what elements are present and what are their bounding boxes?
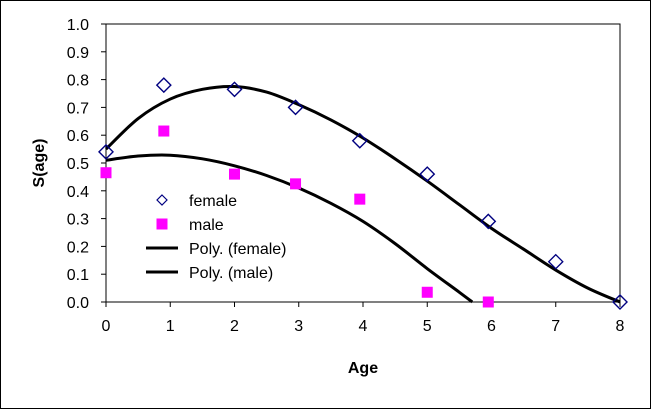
x-tick-label: 6	[487, 318, 496, 335]
legend-label: Poly. (male)	[189, 265, 273, 282]
x-tick-label: 5	[423, 318, 432, 335]
legend-label: Poly. (female)	[189, 241, 287, 258]
legend-label: male	[189, 217, 224, 234]
male-point	[354, 193, 366, 205]
x-tick-label: 8	[616, 318, 625, 335]
y-tick-label: 1.0	[67, 17, 89, 34]
x-axis-ticks: 0 1 2 3 4 5 6 7 8	[102, 302, 625, 335]
y-tick-label: 0.0	[67, 295, 89, 312]
female-point	[419, 166, 436, 183]
y-tick-label: 0.6	[67, 128, 89, 145]
x-tick-label: 2	[230, 318, 239, 335]
male-point	[158, 125, 170, 137]
male-point	[229, 168, 240, 180]
female-point	[98, 143, 114, 160]
female-point	[155, 77, 172, 94]
female-point	[287, 99, 304, 116]
y-tick-label: 0.9	[67, 45, 89, 62]
female-point	[547, 253, 564, 270]
y-tick-label: 0.2	[67, 239, 89, 256]
x-tick-label: 3	[294, 318, 303, 335]
y-tick-label: 0.4	[67, 184, 89, 201]
y-axis-title: S(age)	[31, 139, 48, 188]
y-tick-label: 0.1	[67, 267, 89, 284]
x-tick-label: 1	[166, 318, 175, 335]
legend: female male Poly. (female) Poly. (male)	[146, 193, 287, 282]
male-point	[100, 167, 112, 179]
legend-diamond-symbol	[156, 194, 168, 206]
legend-square-symbol	[156, 218, 168, 230]
male-point	[421, 286, 433, 298]
female-point	[226, 81, 243, 98]
female-point	[612, 294, 628, 310]
data-points	[98, 77, 628, 310]
y-tick-label: 0.3	[67, 212, 89, 229]
trendline-2	[104, 84, 621, 304]
male-point	[482, 296, 494, 308]
x-tick-label: 0	[102, 318, 111, 335]
female-point	[480, 213, 497, 230]
x-tick-label: 7	[551, 318, 560, 335]
x-tick-label: 4	[359, 318, 368, 335]
y-tick-label: 0.7	[67, 100, 89, 117]
legend-label: female	[189, 193, 237, 210]
x-axis-title: Age	[348, 360, 378, 377]
y-axis-ticks: 0.0 0.1 0.2 0.3 0.4 0.5 0.6 0.7 0.8 0.9 1.0	[67, 17, 106, 312]
y-tick-label: 0.5	[67, 156, 89, 173]
female-point	[351, 132, 368, 149]
y-tick-label: 0.8	[67, 73, 89, 90]
male-point	[290, 178, 302, 190]
